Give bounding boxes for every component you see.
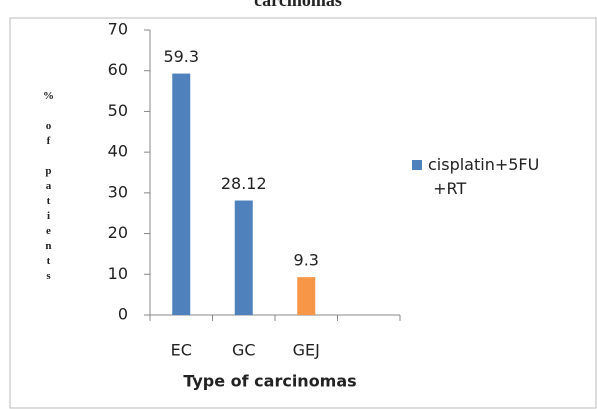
y-tick-label: 70 [108, 20, 128, 39]
chart-title: carcinomas [254, 0, 342, 10]
x-axis-label: Type of carcinomas [183, 372, 356, 391]
bar [172, 73, 191, 315]
data-label: 28.12 [221, 174, 267, 193]
legend-label: cisplatin+5FU +RT [428, 155, 539, 198]
x-tick-label: GEJ [293, 341, 320, 360]
x-tick-label: EC [171, 341, 192, 360]
data-label: 9.3 [294, 251, 319, 270]
y-tick-label: 20 [108, 223, 128, 242]
chart-frame [9, 17, 597, 409]
y-tick-label: 60 [108, 60, 128, 79]
legend-swatch [412, 160, 422, 170]
x-tick-label: GC [232, 341, 256, 360]
y-tick-label: 10 [108, 264, 128, 283]
y-tick-label: 30 [108, 182, 128, 201]
y-tick-label: 0 [118, 305, 128, 324]
data-label: 59.3 [163, 47, 199, 66]
y-tick-label: 50 [108, 101, 128, 120]
bar [234, 200, 253, 315]
bar [297, 277, 316, 315]
y-axis-label: % of patients [42, 90, 54, 285]
y-tick-label: 40 [108, 142, 128, 161]
